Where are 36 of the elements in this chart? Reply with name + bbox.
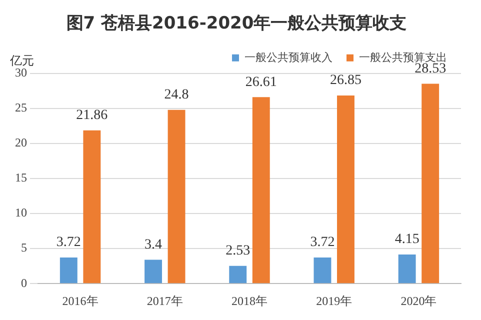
data-label: 26.85 bbox=[330, 73, 362, 88]
y-tick-label: 30 bbox=[15, 66, 27, 80]
bar bbox=[144, 260, 162, 284]
y-tick-label: 25 bbox=[15, 100, 27, 115]
y-tick-label: 0 bbox=[21, 276, 27, 290]
data-label: 3.4 bbox=[144, 237, 162, 252]
bar bbox=[422, 84, 440, 284]
chart-title: 图7 苍梧县2016-2020年一般公共预算收支 bbox=[66, 14, 407, 34]
y-tick-label: 10 bbox=[15, 206, 27, 220]
data-label: 21.86 bbox=[76, 108, 108, 124]
data-label: 3.72 bbox=[310, 235, 335, 250]
bar bbox=[252, 97, 270, 284]
x-tick-label: 2020年 bbox=[400, 294, 437, 308]
x-tick-label: 2017年 bbox=[146, 294, 183, 308]
bar bbox=[83, 130, 101, 284]
data-label: 4.15 bbox=[394, 232, 420, 248]
x-tick-label: 2019年 bbox=[316, 294, 352, 308]
y-tick-label: 20 bbox=[15, 136, 27, 150]
legend-label: 一般公共预算收入 bbox=[244, 50, 332, 64]
data-label: 24.8 bbox=[164, 88, 189, 103]
x-tick-label: 2016年 bbox=[62, 294, 98, 308]
y-axis-title: 亿元 bbox=[9, 54, 34, 68]
bar bbox=[398, 254, 416, 284]
bar bbox=[314, 258, 332, 284]
data-label: 26.61 bbox=[245, 74, 277, 90]
bar bbox=[60, 258, 78, 284]
bar bbox=[229, 266, 247, 284]
data-label: 28.53 bbox=[414, 61, 446, 76]
data-label: 2.53 bbox=[226, 244, 250, 259]
legend-label: 一般公共预算支出 bbox=[359, 50, 447, 64]
data-label: 3.72 bbox=[56, 235, 81, 250]
y-tick-label: 15 bbox=[15, 170, 27, 185]
bar bbox=[168, 110, 186, 284]
y-tick-label: 5 bbox=[21, 240, 27, 255]
x-tick-label: 2018年 bbox=[232, 294, 268, 308]
bar bbox=[337, 95, 354, 284]
